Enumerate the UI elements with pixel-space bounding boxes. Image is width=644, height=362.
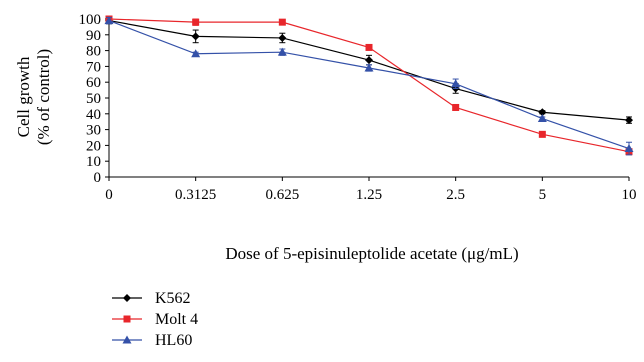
x-tick-label: 10 [622,187,637,203]
data-point [624,144,634,153]
data-point [191,49,201,58]
data-point [451,79,461,88]
x-tick-label: 1.25 [356,187,382,203]
legend-label: HL60 [155,332,192,349]
data-point [625,116,633,125]
data-point [104,16,114,25]
data-point [364,63,374,72]
data-point [365,56,373,65]
data-point [277,47,287,56]
x-axis-label: Dose of 5-episinuleptolide acetate (μg/m… [225,244,518,263]
y-tick-label: 60 [86,75,101,91]
y-tick-label: 40 [86,107,101,123]
legend-entry: K562 [112,290,191,307]
data-point [192,18,200,26]
y-tick-label: 20 [86,138,101,154]
data-point [538,130,546,138]
series-line [108,18,630,153]
legend-label: K562 [155,290,191,307]
y-tick-label: 80 [86,44,101,60]
legend-marker [122,335,132,344]
legend-marker [123,294,131,302]
x-tick-label: 5 [539,187,547,203]
x-tick-label: 0 [105,187,113,203]
x-tick-label: 0.625 [265,187,299,203]
y-tick-label: 10 [86,154,101,170]
y-tick-label: 100 [79,12,102,28]
series-layer [104,15,634,156]
data-point [278,18,286,26]
data-point [191,32,200,41]
y-tick-label: 0 [94,170,102,186]
data-point [537,114,547,123]
data-point [538,108,547,117]
legend-marker [123,315,131,323]
y-tick-label: 30 [86,123,101,139]
y-axis-label-line-2: (% of control) [34,49,53,145]
y-tick-label: 50 [86,91,101,107]
data-point [365,43,373,51]
x-tick-label: 2.5 [446,187,465,203]
x-tick-label: 0.3125 [175,187,216,203]
series-line [108,20,630,150]
y-tick-label: 70 [86,59,101,75]
legend-entry: Molt 4 [112,311,198,328]
series-molt-4 [105,15,633,156]
legend-label: Molt 4 [155,311,198,328]
data-point [278,33,287,42]
data-point [452,103,460,111]
series-hl60 [104,16,634,156]
y-axis-label-line-1: Cell growth [14,56,33,137]
y-tick-label: 90 [86,28,101,44]
legend-entry: HL60 [112,332,192,349]
legend: K562 Molt 4 HL60 [112,290,198,349]
